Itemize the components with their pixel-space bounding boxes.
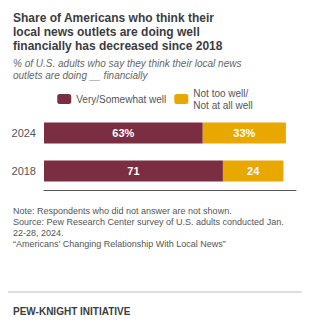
svg-text:Not at all well: Not at all well [193, 100, 252, 111]
svg-text:22-28, 2024.: 22-28, 2024. [13, 228, 64, 238]
svg-text:33%: 33% [233, 127, 255, 139]
svg-text:71: 71 [127, 165, 139, 177]
svg-text:Source: Pew Research Center su: Source: Pew Research Center survey of U.… [13, 217, 284, 227]
svg-text:financially has decreased sinc: financially has decreased since 2018 [13, 39, 223, 53]
svg-text:Share of Americans who think t: Share of Americans who think their [13, 11, 214, 25]
svg-text:2024: 2024 [12, 127, 36, 139]
svg-text:Very/Somewhat well: Very/Somewhat well [76, 94, 166, 105]
svg-text:% of U.S. adults who say they: % of U.S. adults who say they think thei… [13, 58, 241, 69]
svg-text:Not too well/: Not too well/ [193, 88, 248, 99]
svg-text:“Americans’ Changing Relations: “Americans’ Changing Relationship With L… [13, 239, 226, 249]
svg-text:24: 24 [247, 165, 260, 177]
svg-text:local news outlets are doing w: local news outlets are doing well [13, 25, 200, 39]
svg-text:outlets are doing __ financial: outlets are doing __ financially [13, 70, 149, 81]
svg-text:2018: 2018 [12, 165, 36, 177]
svg-text:Note: Respondents who did not: Note: Respondents who did not answer are… [13, 206, 232, 216]
svg-text:PEW-KNIGHT INITIATIVE: PEW-KNIGHT INITIATIVE [13, 306, 131, 317]
svg-text:63%: 63% [112, 127, 134, 139]
